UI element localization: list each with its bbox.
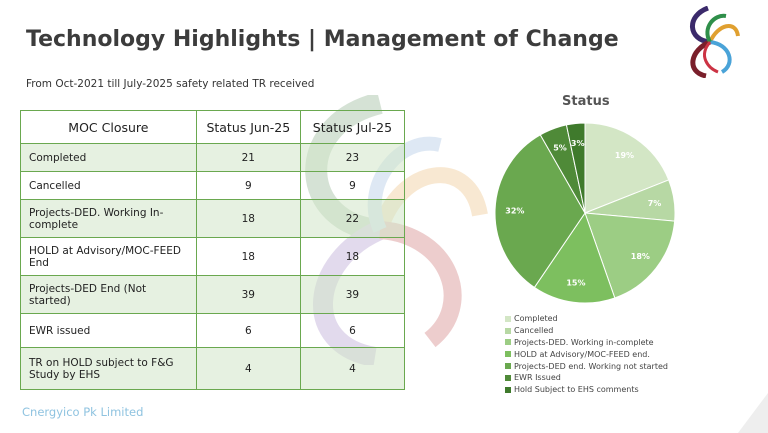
pie-data-label: 7% [648, 199, 662, 208]
row-label: HOLD at Advisory/MOC-FEED End [20, 237, 197, 276]
row-label: Projects-DED End (Not started) [20, 275, 197, 314]
row-label: Projects-DED. Working In-complete [20, 199, 197, 238]
table-row: TR on HOLD subject to F&G Study by EHS 4… [20, 347, 406, 390]
row-jun-value: 4 [195, 347, 301, 390]
legend-label: HOLD at Advisory/MOC-FEED end. [514, 349, 650, 359]
legend-label: Cancelled [514, 326, 554, 336]
legend-label: Hold Subject to EHS comments [514, 385, 639, 395]
legend-item: Hold Subject to EHS comments [505, 384, 668, 396]
table-row: Projects-DED End (Not started) 39 39 [20, 275, 406, 314]
row-jun-value: 39 [195, 275, 301, 314]
row-label: EWR issued [20, 313, 197, 348]
row-jul-value: 39 [299, 275, 406, 314]
row-label: Completed [20, 143, 197, 172]
pie-data-label: 3% [571, 139, 585, 148]
legend-item: EWR Issued [505, 372, 668, 384]
status-pie-chart: 19% 7% 18% 15% 32% 5% 3% [494, 122, 676, 304]
row-jul-value: 9 [299, 171, 406, 200]
pie-data-label: 32% [505, 206, 524, 215]
row-jun-value: 6 [195, 313, 301, 348]
pie-data-label: 5% [553, 143, 567, 152]
row-label: TR on HOLD subject to F&G Study by EHS [20, 347, 197, 390]
row-label: Cancelled [20, 171, 197, 200]
legend-swatch [505, 386, 511, 393]
table-row: EWR issued 6 6 [20, 313, 406, 348]
chart-legend: Completed Cancelled Projects-DED. Working … [505, 313, 668, 396]
legend-swatch [505, 339, 511, 346]
pie-data-label: 19% [615, 151, 634, 160]
column-header-status-jul: Status Jul-25 [299, 110, 406, 144]
table-row: Cancelled 9 9 [20, 171, 406, 200]
pie-slice [584, 122, 670, 214]
pie-slice [565, 122, 586, 214]
legend-item: Projects-DED end. Working not started [505, 360, 668, 372]
row-jul-value: 22 [299, 199, 406, 238]
pie-slice [494, 134, 586, 289]
row-jul-value: 23 [299, 143, 406, 172]
row-jul-value: 18 [299, 237, 406, 276]
row-jun-value: 18 [195, 237, 301, 276]
corner-decoration [738, 393, 768, 433]
row-jun-value: 9 [195, 171, 301, 200]
legend-item: HOLD at Advisory/MOC-FEED end. [505, 348, 668, 360]
row-jul-value: 4 [299, 347, 406, 390]
row-jul-value: 6 [299, 313, 406, 348]
column-header-moc-closure: MOC Closure [20, 110, 197, 144]
legend-item: Cancelled [505, 325, 668, 337]
pie-data-label: 15% [566, 279, 585, 288]
footer-company-name: Cnergyico Pk Limited [22, 405, 144, 419]
legend-label: Projects-DED. Working in-complete [514, 337, 654, 347]
table-header-row: MOC Closure Status Jun-25 Status Jul-25 [20, 110, 406, 144]
moc-closure-table: MOC Closure Status Jun-25 Status Jul-25 … [20, 110, 406, 390]
table-row: HOLD at Advisory/MOC-FEED End 18 18 [20, 237, 406, 276]
legend-item: Projects-DED. Working in-complete [505, 337, 668, 349]
legend-item: Completed [505, 313, 668, 325]
legend-swatch [505, 363, 511, 370]
chart-title: Status [562, 94, 610, 109]
pie-data-label: 18% [631, 252, 650, 261]
pie-slice [533, 211, 616, 304]
page-subtitle: From Oct-2021 till July-2025 safety rela… [26, 78, 315, 90]
row-jun-value: 18 [195, 199, 301, 238]
legend-swatch [505, 315, 511, 322]
legend-label: Completed [514, 314, 558, 324]
legend-swatch [505, 374, 511, 381]
company-logo [690, 6, 740, 78]
column-header-status-jun: Status Jun-25 [195, 110, 301, 144]
table-row: Completed 21 23 [20, 143, 406, 172]
table-row: Projects-DED. Working In-complete 18 22 [20, 199, 406, 238]
legend-label: EWR Issued [514, 373, 561, 383]
row-jun-value: 21 [195, 143, 301, 172]
page-title: Technology Highlights | Management of Ch… [26, 27, 619, 52]
legend-swatch [505, 327, 511, 334]
legend-label: Projects-DED end. Working not started [514, 361, 668, 371]
legend-swatch [505, 351, 511, 358]
